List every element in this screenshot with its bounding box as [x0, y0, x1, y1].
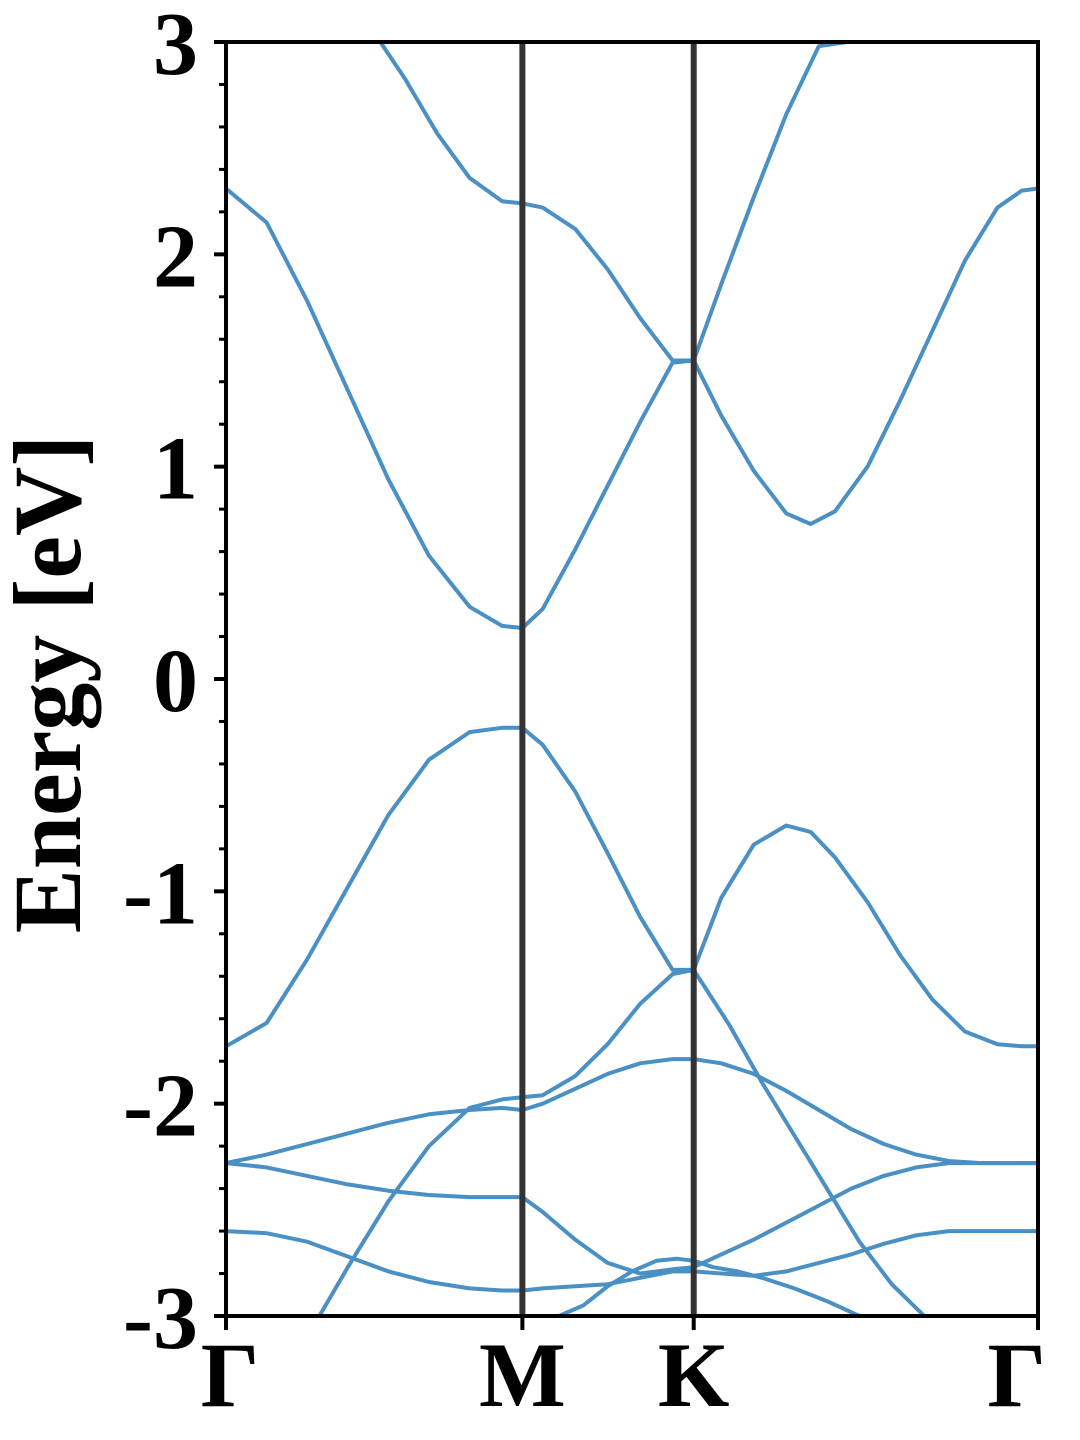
y-axis-label: Energy [eV] — [0, 435, 101, 934]
plot-frame — [224, 40, 1040, 1318]
band-line-6 — [226, 1161, 1038, 1276]
band-line-5 — [226, 1057, 1038, 1166]
high-symmetry-lines — [519, 42, 697, 1316]
band-line-8 — [558, 1256, 876, 1316]
band-line-7 — [226, 1229, 1038, 1293]
x-tick-label: K — [658, 1324, 730, 1426]
y-tick-label: 2 — [153, 207, 198, 306]
y-tick-label: 1 — [153, 420, 198, 519]
x-tick-label: Γ — [201, 1324, 260, 1426]
y-tick-label: -1 — [123, 844, 198, 943]
y-axis-ticks: -3 -2 -1 0 1 2 3 — [123, 0, 226, 1368]
y-tick-label: 0 — [153, 632, 198, 731]
y-tick-label: -2 — [123, 1057, 198, 1156]
x-tick-label: Γ — [987, 1324, 1046, 1426]
band-lines — [226, 42, 1038, 1316]
x-tick-label: M — [479, 1324, 566, 1426]
band-line-2 — [378, 42, 848, 363]
band-line-4 — [317, 967, 957, 1316]
band-line-1 — [226, 186, 1038, 630]
y-tick-label: -3 — [123, 1269, 198, 1368]
y-tick-label: 3 — [153, 0, 198, 94]
band-line-3 — [226, 725, 1038, 1049]
